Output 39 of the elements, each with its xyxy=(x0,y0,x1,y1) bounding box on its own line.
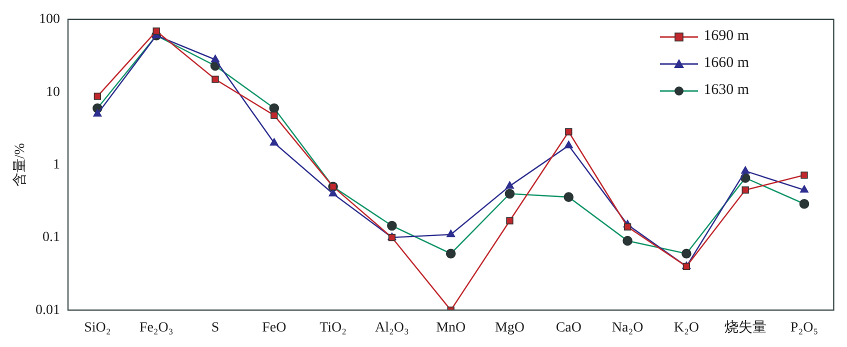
x-tick-label: CaO xyxy=(556,320,582,336)
point xyxy=(506,217,514,224)
x-tick-label: 烧失量 xyxy=(724,319,766,336)
y-tick-label: 0.1 xyxy=(42,230,60,246)
point xyxy=(505,181,514,189)
x-tick-label: MnO xyxy=(436,320,466,336)
point xyxy=(270,112,278,119)
point xyxy=(93,109,102,117)
point xyxy=(741,166,750,174)
x-tick-label: MgO xyxy=(494,320,525,336)
y-tick-label: 1 xyxy=(53,157,60,172)
point xyxy=(800,185,809,193)
point xyxy=(565,128,572,136)
point xyxy=(152,28,160,35)
x-tick-label: SiO₂ xyxy=(84,320,111,336)
x-tick-label: S xyxy=(211,320,220,336)
x-tick-label: K₂O xyxy=(674,320,700,336)
x-tick-label: P₂O₅ xyxy=(790,320,818,336)
x-tick-label: TiO₂ xyxy=(320,320,347,336)
point xyxy=(210,54,220,62)
x-tick-label: FeO xyxy=(262,320,286,336)
x-tick-label: Na₂O xyxy=(612,320,644,336)
y-axis-title: 含量/% xyxy=(12,142,28,187)
x-tick-label: Fe₂O₃ xyxy=(139,320,174,336)
y-tick-label: 10 xyxy=(46,84,60,100)
legend-label: 1660 m xyxy=(704,55,749,72)
legend-label: 1630 m xyxy=(704,82,749,99)
point xyxy=(270,138,278,146)
x-tick-label: Al₂O₃ xyxy=(375,320,410,336)
point xyxy=(800,172,808,179)
point xyxy=(446,230,456,238)
y-tick-label: 100 xyxy=(39,12,60,28)
point xyxy=(94,92,102,100)
point xyxy=(564,140,573,148)
point xyxy=(624,223,632,230)
y-tick-label: 0.01 xyxy=(36,302,60,318)
point xyxy=(212,76,219,83)
point xyxy=(742,186,749,194)
legend-label: 1690 m xyxy=(704,28,749,45)
